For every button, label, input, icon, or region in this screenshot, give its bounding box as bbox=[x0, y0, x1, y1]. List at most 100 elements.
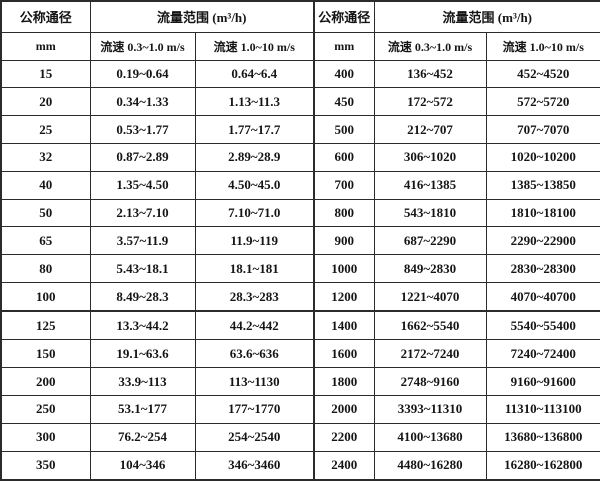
flow-range-low-cell: 5.43~18.1 bbox=[89, 254, 196, 284]
header-flow-range-left: 流量范围 (m³/h) bbox=[89, 0, 315, 33]
flow-range-high-cell: 1385~13850 bbox=[485, 170, 600, 200]
flow-range-high-cell: 7240~72400 bbox=[485, 339, 600, 369]
flow-range-low-cell: 2748~9160 bbox=[373, 367, 487, 397]
flow-range-low-cell: 33.9~113 bbox=[89, 367, 196, 397]
flow-range-low-cell: 212~707 bbox=[373, 115, 487, 144]
table-row: 350 104~346 346~3460 2400 4480~16280 16280~16… bbox=[0, 450, 600, 481]
header-speed-high-right: 流速 1.0~10 m/s bbox=[485, 31, 600, 61]
table-row: 150 19.1~63.6 63.6~636 1600 2172~7240 7240~72… bbox=[0, 339, 600, 369]
flow-range-low-cell: 0.53~1.77 bbox=[89, 115, 196, 144]
flow-range-low-cell: 4480~16280 bbox=[373, 450, 487, 481]
table-row: 250 53.1~177 177~1770 2000 3393~11310 11310~1… bbox=[0, 395, 600, 424]
diameter-cell: 50 bbox=[0, 198, 91, 228]
table-row: 40 1.35~4.50 4.50~45.0 700 416~1385 1385~1385… bbox=[0, 170, 600, 200]
flow-range-high-cell: 572~5720 bbox=[485, 87, 600, 117]
flow-range-low-cell: 8.49~28.3 bbox=[89, 282, 196, 312]
diameter-cell: 25 bbox=[0, 115, 91, 144]
diameter-cell: 100 bbox=[0, 282, 91, 312]
flow-range-high-cell: 13680~136800 bbox=[485, 422, 600, 452]
header-nominal-diameter-left: 公称通径 bbox=[0, 0, 91, 33]
flow-range-low-cell: 0.87~2.89 bbox=[89, 142, 196, 172]
diameter-cell: 32 bbox=[0, 142, 91, 172]
flow-range-low-cell: 13.3~44.2 bbox=[89, 310, 196, 341]
header-speed-high-left: 流速 1.0~10 m/s bbox=[194, 31, 315, 61]
table-body: 15 0.19~0.64 0.64~6.4 400 136~452 452~4520 20 0… bbox=[0, 59, 600, 481]
diameter-cell: 600 bbox=[313, 142, 375, 172]
diameter-cell: 450 bbox=[313, 87, 375, 117]
table-row: 32 0.87~2.89 2.89~28.9 600 306~1020 1020~1020… bbox=[0, 142, 600, 172]
diameter-cell: 1400 bbox=[313, 310, 375, 341]
flow-range-low-cell: 2.13~7.10 bbox=[89, 198, 196, 228]
flow-range-high-cell: 4070~40700 bbox=[485, 282, 600, 312]
flow-range-high-cell: 1810~18100 bbox=[485, 198, 600, 228]
diameter-cell: 40 bbox=[0, 170, 91, 200]
flow-range-high-cell: 9160~91600 bbox=[485, 367, 600, 397]
flow-range-high-cell: 707~7070 bbox=[485, 115, 600, 144]
diameter-cell: 350 bbox=[0, 450, 91, 481]
flow-range-high-cell: 2830~28300 bbox=[485, 254, 600, 284]
diameter-cell: 2200 bbox=[313, 422, 375, 452]
header-row-2: mm 流速 0.3~1.0 m/s 流速 1.0~10 m/s mm 流速 0.… bbox=[0, 31, 600, 61]
diameter-cell: 1000 bbox=[313, 254, 375, 284]
table-row: 25 0.53~1.77 1.77~17.7 500 212~707 707~7070 bbox=[0, 115, 600, 144]
flow-range-high-cell: 63.6~636 bbox=[194, 339, 315, 369]
flow-range-high-cell: 44.2~442 bbox=[194, 310, 315, 341]
header-speed-low-right: 流速 0.3~1.0 m/s bbox=[373, 31, 487, 61]
flow-range-high-cell: 0.64~6.4 bbox=[194, 59, 315, 89]
flow-range-low-cell: 76.2~254 bbox=[89, 422, 196, 452]
flow-range-low-cell: 3393~11310 bbox=[373, 395, 487, 424]
table-row: 65 3.57~11.9 11.9~119 900 687~2290 2290~22900 bbox=[0, 226, 600, 256]
flow-range-high-cell: 2290~22900 bbox=[485, 226, 600, 256]
diameter-cell: 2000 bbox=[313, 395, 375, 424]
flow-range-low-cell: 1.35~4.50 bbox=[89, 170, 196, 200]
diameter-cell: 15 bbox=[0, 59, 91, 89]
flow-range-high-cell: 16280~162800 bbox=[485, 450, 600, 481]
flow-range-low-cell: 3.57~11.9 bbox=[89, 226, 196, 256]
flow-range-high-cell: 177~1770 bbox=[194, 395, 315, 424]
diameter-cell: 1800 bbox=[313, 367, 375, 397]
header-unit-mm-right: mm bbox=[313, 31, 375, 61]
header-unit-mm-left: mm bbox=[0, 31, 91, 61]
flow-range-low-cell: 1662~5540 bbox=[373, 310, 487, 341]
flow-range-low-cell: 687~2290 bbox=[373, 226, 487, 256]
diameter-cell: 150 bbox=[0, 339, 91, 369]
diameter-cell: 900 bbox=[313, 226, 375, 256]
table-row: 80 5.43~18.1 18.1~181 1000 849~2830 2830~2830… bbox=[0, 254, 600, 284]
flow-range-high-cell: 113~1130 bbox=[194, 367, 315, 397]
flow-range-low-cell: 306~1020 bbox=[373, 142, 487, 172]
table-row: 300 76.2~254 254~2540 2200 4100~13680 13680~1… bbox=[0, 422, 600, 452]
table-row: 125 13.3~44.2 44.2~442 1400 1662~5540 5540~55… bbox=[0, 310, 600, 341]
flow-range-high-cell: 1.13~11.3 bbox=[194, 87, 315, 117]
flow-range-high-cell: 452~4520 bbox=[485, 59, 600, 89]
flow-range-high-cell: 1020~10200 bbox=[485, 142, 600, 172]
diameter-cell: 1200 bbox=[313, 282, 375, 312]
diameter-cell: 250 bbox=[0, 395, 91, 424]
flow-range-high-cell: 4.50~45.0 bbox=[194, 170, 315, 200]
diameter-cell: 400 bbox=[313, 59, 375, 89]
table-row: 50 2.13~7.10 7.10~71.0 800 543~1810 1810~1810… bbox=[0, 198, 600, 228]
header-flow-range-right: 流量范围 (m³/h) bbox=[373, 0, 600, 33]
header-speed-low-left: 流速 0.3~1.0 m/s bbox=[89, 31, 196, 61]
diameter-cell: 1600 bbox=[313, 339, 375, 369]
header-row-1: 公称通径 流量范围 (m³/h) 公称通径 流量范围 (m³/h) bbox=[0, 0, 600, 33]
flow-range-high-cell: 1.77~17.7 bbox=[194, 115, 315, 144]
diameter-cell: 20 bbox=[0, 87, 91, 117]
flow-range-low-cell: 4100~13680 bbox=[373, 422, 487, 452]
diameter-cell: 80 bbox=[0, 254, 91, 284]
flow-range-low-cell: 19.1~63.6 bbox=[89, 339, 196, 369]
flow-range-low-cell: 543~1810 bbox=[373, 198, 487, 228]
diameter-cell: 300 bbox=[0, 422, 91, 452]
flow-range-low-cell: 53.1~177 bbox=[89, 395, 196, 424]
diameter-cell: 500 bbox=[313, 115, 375, 144]
table-row: 200 33.9~113 113~1130 1800 2748~9160 9160~916… bbox=[0, 367, 600, 397]
table-row: 15 0.19~0.64 0.64~6.4 400 136~452 452~4520 bbox=[0, 59, 600, 89]
flow-range-high-cell: 5540~55400 bbox=[485, 310, 600, 341]
flow-range-low-cell: 0.34~1.33 bbox=[89, 87, 196, 117]
flow-range-low-cell: 1221~4070 bbox=[373, 282, 487, 312]
diameter-cell: 125 bbox=[0, 310, 91, 341]
diameter-cell: 800 bbox=[313, 198, 375, 228]
flow-range-low-cell: 849~2830 bbox=[373, 254, 487, 284]
table-row: 100 8.49~28.3 28.3~283 1200 1221~4070 4070~40… bbox=[0, 282, 600, 312]
